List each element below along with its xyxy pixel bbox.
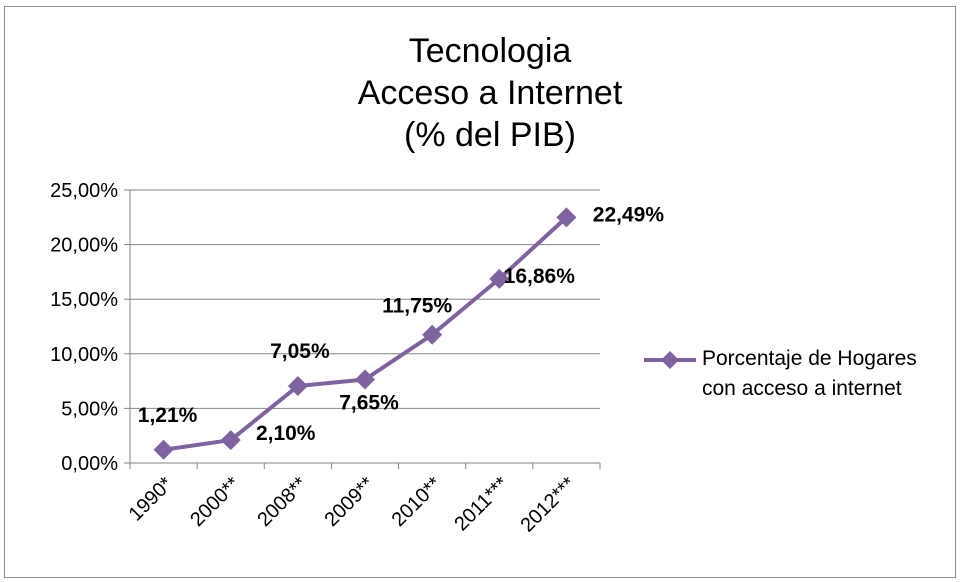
y-tick-label: 15,00% — [50, 289, 118, 311]
legend: Porcentaje de Hogares con acceso a inter… — [642, 344, 952, 408]
chart-title: Tecnologia Acceso a Internet (% del PIB) — [310, 30, 670, 156]
data-point-marker — [422, 324, 443, 345]
data-label: 22,49% — [593, 203, 665, 226]
x-tick-label: 2008** — [253, 473, 311, 531]
chart-title-line-1: Tecnologia — [408, 32, 572, 70]
y-tick-label: 10,00% — [50, 344, 118, 366]
x-tick-label: 1990* — [125, 473, 178, 526]
data-point-marker — [287, 376, 308, 397]
y-tick-label: 20,00% — [50, 235, 118, 257]
y-tick-label: 5,00% — [61, 398, 118, 420]
legend-marker — [644, 351, 696, 369]
data-label: 11,75% — [382, 295, 452, 318]
chart-title-line-3: (% del PIB) — [404, 116, 576, 154]
data-point-marker — [153, 439, 174, 460]
x-tick-label: 2000** — [186, 473, 244, 531]
y-tick-label: 25,00% — [50, 180, 118, 202]
legend-label: Porcentaje de Hogares con acceso a inter… — [702, 347, 917, 400]
data-point-marker — [220, 430, 241, 451]
data-label: 1,21% — [138, 404, 198, 427]
x-tick-label: 2012*** — [516, 473, 580, 537]
data-label: 16,86% — [504, 265, 576, 288]
data-label: 7,65% — [339, 391, 399, 414]
data-point-marker — [489, 268, 510, 289]
x-tick-label: 2010** — [388, 473, 446, 531]
series-line — [163, 215, 568, 452]
data-label: 7,05% — [270, 340, 330, 363]
data-label: 2,10% — [256, 422, 316, 445]
chart-title-line-2: Acceso a Internet — [357, 74, 623, 112]
data-point-marker — [556, 207, 577, 228]
y-tick-label: 0,00% — [61, 453, 118, 475]
chart-frame — [4, 6, 956, 578]
x-tick-label: 2011*** — [450, 473, 513, 536]
x-tick-label: 2009** — [321, 473, 379, 531]
data-point-marker — [355, 369, 375, 390]
